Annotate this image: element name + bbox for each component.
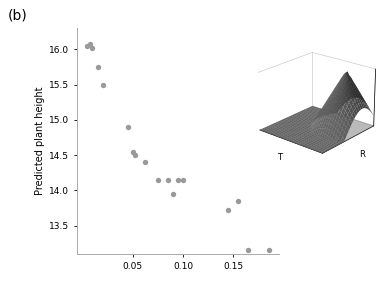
Point — [225, 208, 231, 212]
Point — [165, 177, 171, 182]
X-axis label: T: T — [277, 153, 282, 162]
Point — [175, 177, 181, 182]
Point — [130, 149, 136, 154]
Point — [265, 248, 272, 252]
Point — [142, 160, 148, 164]
Point — [170, 191, 176, 196]
Point — [132, 153, 138, 157]
Point — [89, 46, 96, 50]
Point — [180, 177, 186, 182]
Point — [94, 65, 101, 69]
Point — [155, 177, 161, 182]
Point — [125, 125, 131, 129]
Point — [245, 248, 252, 252]
Y-axis label: Predicted plant height: Predicted plant height — [35, 87, 45, 195]
Text: (b): (b) — [8, 8, 27, 23]
Point — [235, 199, 241, 203]
Point — [99, 82, 106, 87]
Y-axis label: R: R — [359, 150, 365, 158]
Point — [84, 43, 91, 48]
Point — [87, 41, 94, 46]
